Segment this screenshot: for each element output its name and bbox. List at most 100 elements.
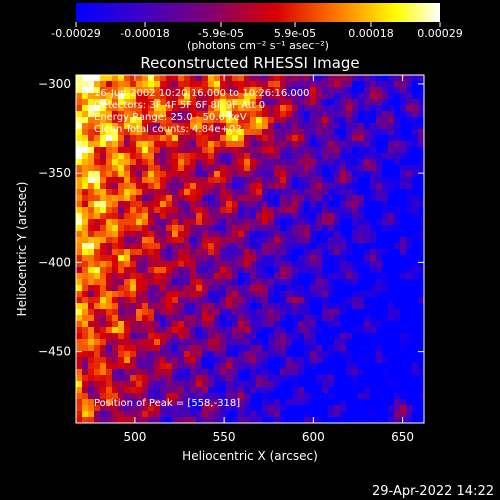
- heatmap-cell: [400, 387, 407, 394]
- heatmap-cell: [202, 411, 209, 418]
- heatmap-cell: [418, 231, 424, 238]
- heatmap-cell: [298, 87, 305, 94]
- heatmap-cell: [244, 243, 251, 250]
- heatmap-cell: [76, 189, 83, 196]
- heatmap-cell: [418, 321, 424, 328]
- heatmap-cell: [220, 393, 227, 400]
- heatmap-cell: [232, 375, 239, 382]
- heatmap-cell: [190, 183, 197, 190]
- heatmap-cell: [88, 117, 95, 124]
- heatmap-cell: [238, 201, 245, 208]
- heatmap-cell: [316, 225, 323, 232]
- heatmap-cell: [166, 369, 173, 376]
- heatmap-cell: [328, 327, 335, 334]
- heatmap-cell: [346, 105, 353, 112]
- heatmap-cell: [286, 249, 293, 256]
- heatmap-cell: [76, 357, 83, 364]
- heatmap-cell: [412, 243, 419, 250]
- heatmap-cell: [328, 267, 335, 274]
- heatmap-cell: [310, 189, 317, 196]
- heatmap-cell: [310, 375, 317, 382]
- heatmap-cell: [334, 255, 341, 262]
- heatmap-cell: [112, 189, 119, 196]
- heatmap-cell: [250, 183, 257, 190]
- heatmap-cell: [238, 237, 245, 244]
- heatmap-cell: [202, 105, 209, 112]
- heatmap-cell: [262, 417, 269, 423]
- heatmap-cell: [256, 195, 263, 202]
- heatmap-cell: [280, 249, 287, 256]
- heatmap-cell: [262, 315, 269, 322]
- heatmap-cell: [412, 417, 419, 423]
- heatmap-cell: [316, 219, 323, 226]
- heatmap-cell: [154, 129, 161, 136]
- heatmap-cell: [376, 339, 383, 346]
- heatmap-cell: [124, 297, 131, 304]
- heatmap-cell: [358, 315, 365, 322]
- heatmap-cell: [268, 189, 275, 196]
- heatmap-cell: [310, 213, 317, 220]
- heatmap-cell: [400, 189, 407, 196]
- heatmap-cell: [208, 339, 215, 346]
- heatmap-cell: [202, 273, 209, 280]
- heatmap-cell: [214, 111, 221, 118]
- heatmap-cell: [76, 249, 83, 256]
- heatmap-cell: [286, 399, 293, 406]
- heatmap-cell: [196, 255, 203, 262]
- heatmap-cell: [124, 333, 131, 340]
- heatmap-cell: [166, 321, 173, 328]
- heatmap-cell: [130, 135, 137, 142]
- heatmap-cell: [100, 87, 107, 94]
- heatmap-cell: [358, 195, 365, 202]
- heatmap-cell: [154, 165, 161, 172]
- heatmap-cell: [160, 369, 167, 376]
- heatmap-cell: [244, 381, 251, 388]
- heatmap-cell: [334, 369, 341, 376]
- heatmap-cell: [166, 261, 173, 268]
- heatmap-cell: [118, 339, 125, 346]
- heatmap-cell: [232, 381, 239, 388]
- heatmap-cell: [298, 261, 305, 268]
- heatmap-cell: [130, 387, 137, 394]
- heatmap-cell: [226, 159, 233, 166]
- heatmap-cell: [112, 351, 119, 358]
- heatmap-cell: [352, 171, 359, 178]
- heatmap-cell: [310, 237, 317, 244]
- heatmap-cell: [292, 303, 299, 310]
- heatmap-cell: [160, 375, 167, 382]
- heatmap-cell: [160, 123, 167, 130]
- heatmap-cell: [382, 273, 389, 280]
- heatmap-cell: [136, 321, 143, 328]
- heatmap-cell: [178, 165, 185, 172]
- heatmap-cell: [376, 171, 383, 178]
- heatmap-cell: [226, 147, 233, 154]
- heatmap-cell: [124, 87, 131, 94]
- heatmap-cell: [388, 219, 395, 226]
- heatmap-cell: [118, 111, 125, 118]
- heatmap-cell: [292, 171, 299, 178]
- heatmap-cell: [376, 363, 383, 370]
- heatmap-cell: [364, 417, 371, 423]
- heatmap-cell: [202, 243, 209, 250]
- heatmap-cell: [226, 195, 233, 202]
- heatmap-cell: [142, 321, 149, 328]
- heatmap-cell: [304, 207, 311, 214]
- heatmap-cell: [298, 81, 305, 88]
- heatmap-cell: [232, 327, 239, 334]
- heatmap-cell: [376, 183, 383, 190]
- heatmap-cell: [322, 339, 329, 346]
- heatmap-cell: [316, 267, 323, 274]
- heatmap-cell: [322, 93, 329, 100]
- heatmap-cell: [88, 369, 95, 376]
- heatmap-cell: [286, 207, 293, 214]
- heatmap-cell: [340, 87, 347, 94]
- heatmap-cell: [280, 393, 287, 400]
- heatmap-cell: [310, 351, 317, 358]
- heatmap-cell: [232, 321, 239, 328]
- heatmap-cell: [310, 381, 317, 388]
- heatmap-cell: [226, 267, 233, 274]
- heatmap-cell: [322, 315, 329, 322]
- heatmap-cell: [124, 345, 131, 352]
- heatmap-cell: [208, 207, 215, 214]
- heatmap-cell: [304, 261, 311, 268]
